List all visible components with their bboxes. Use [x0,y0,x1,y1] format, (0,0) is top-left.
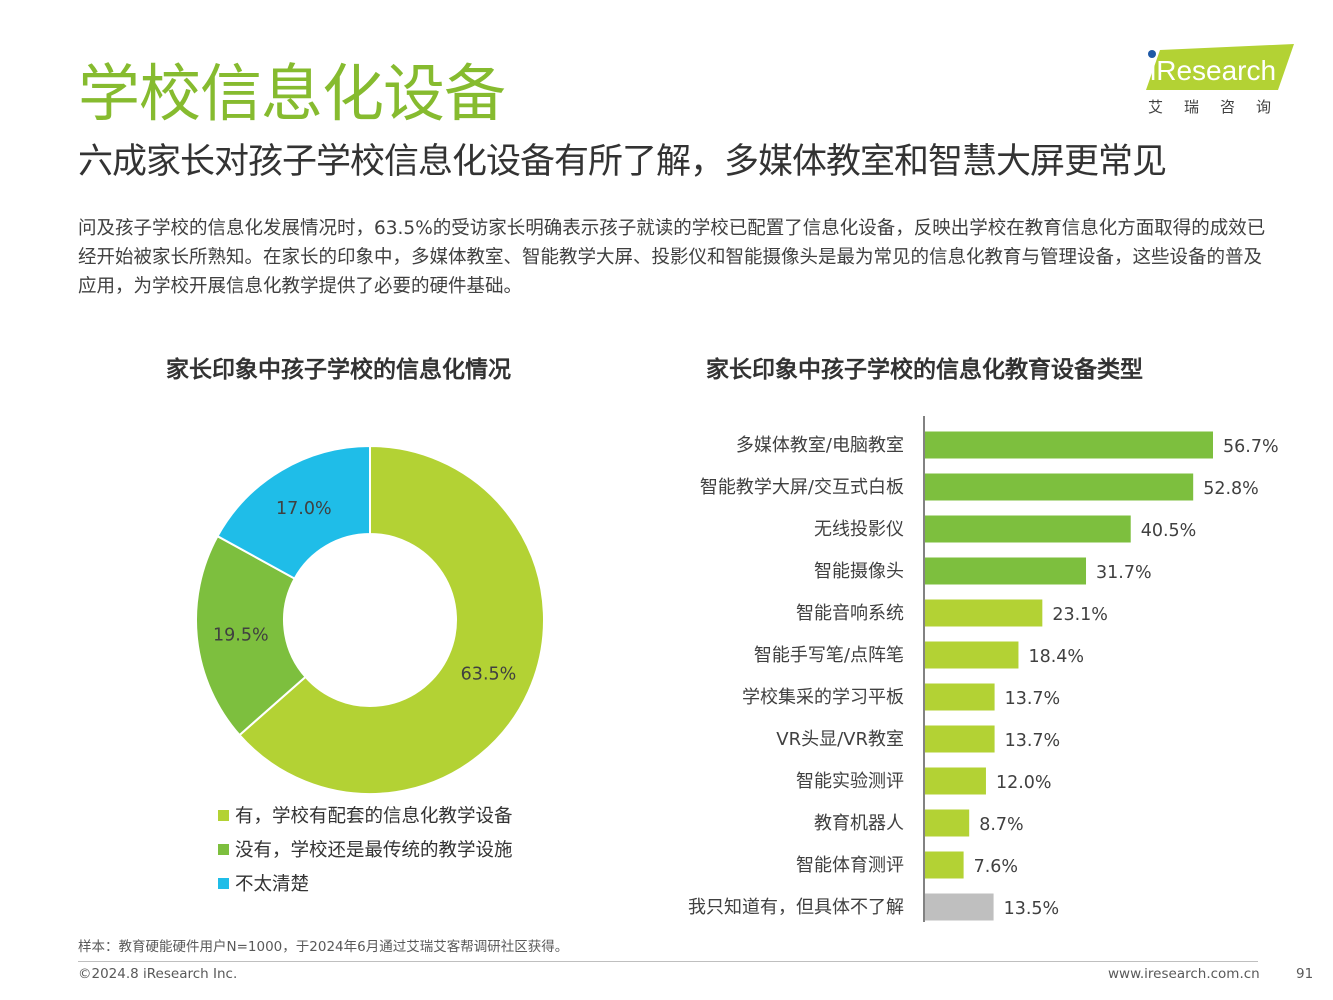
bar-value-label: 13.7% [1005,731,1061,751]
intro-paragraph: 问及孩子学校的信息化发展情况时，63.5%的受访家长明确表示孩子就读的学校已配置… [78,218,1266,297]
donut-slice-label: 17.0% [276,499,332,519]
bar-value-label: 18.4% [1028,647,1084,667]
donut-slice-label: 19.5% [213,625,269,645]
donut-chart-title: 家长印象中孩子学校的信息化情况 [166,357,511,383]
bar [925,473,1194,501]
bar-chart: 多媒体教室/电脑教室 56.7% 智能教学大屏/交互式白板 52.8% 无线投影仪 40.… [688,416,1279,922]
iresearch-logo: iResearch [1146,44,1294,90]
donut-chart: 63.5% 19.5% 17.0% [195,444,545,795]
donut-slice [238,444,545,795]
bar-category-label: 智能体育测评 [796,855,904,876]
bar [925,431,1213,459]
sample-footnote: 样本：教育硬能硬件用户N=1000，于2024年6月通过艾瑞艾客帮调研社区获得。 [78,939,569,955]
donut-legend: 有，学校有配套的信息化教学设备 没有，学校还是最传统的教学设施 不太清楚 [218,798,513,900]
footer-divider [78,961,1258,962]
donut-slice [216,444,371,580]
bar [925,851,964,879]
page-title: 学校信息化设备 [78,57,506,130]
bar-value-label: 52.8% [1203,479,1259,499]
website-link[interactable]: www.iresearch.com.cn [1108,966,1260,982]
bar-category-label: VR头显/VR教室 [776,729,904,750]
logo-dot [1148,50,1156,58]
bar-value-label: 31.7% [1096,563,1152,583]
bar-category-label: 多媒体教室/电脑教室 [736,435,904,456]
legend-item-unsure: 不太清楚 [218,866,513,900]
bar-category-label: 智能手写笔/点阵笔 [754,645,904,666]
bar-value-label: 8.7% [979,815,1023,835]
bar [925,809,970,837]
bar-value-label: 40.5% [1141,521,1197,541]
bar-value-label: 13.5% [1004,899,1060,919]
bar-category-label: 无线投影仪 [814,519,904,540]
bar-category-label: 智能摄像头 [814,561,904,582]
legend-label: 有，学校有配套的信息化教学设备 [235,806,513,827]
legend-swatch-no [218,843,229,855]
legend-label: 不太清楚 [235,874,310,895]
bar [925,767,986,795]
bar-category-label: 我只知道有，但具体不了解 [688,897,904,918]
bar [925,515,1131,543]
page-number: 91 [1296,966,1314,982]
legend-item-no: 没有，学校还是最传统的教学设施 [218,832,513,866]
logo-banner [1146,44,1294,90]
legend-swatch-unsure [218,877,229,889]
bar-value-label: 13.7% [1005,689,1061,709]
legend-item-yes: 有，学校有配套的信息化教学设备 [218,798,513,832]
bar-category-label: 教育机器人 [814,813,904,834]
bar [925,599,1043,627]
bar-category-label: 智能实验测评 [796,771,904,792]
bar-category-label: 学校集采的学习平板 [742,687,904,708]
logo-subtext: 艾瑞咨询 [1148,98,1293,116]
copyright-text: ©2024.8 iResearch Inc. [78,966,238,982]
bar-value-label: 56.7% [1223,437,1279,457]
bar-value-label: 12.0% [996,773,1052,793]
bar-category-label: 智能教学大屏/交互式白板 [700,477,904,498]
bar [925,557,1087,585]
bar [925,725,995,753]
bar [925,641,1019,669]
bar-value-label: 7.6% [974,857,1018,877]
bar-value-label: 23.1% [1052,605,1108,625]
donut-slice-label: 63.5% [461,664,517,684]
donut-slice [195,534,307,737]
legend-label: 没有，学校还是最传统的教学设施 [235,840,513,861]
logo-text: iResearch [1150,55,1276,86]
bar-chart-title: 家长印象中孩子学校的信息化教育设备类型 [706,357,1143,383]
bar-category-label: 智能音响系统 [796,603,904,624]
bar [925,893,994,921]
legend-swatch-yes [218,809,229,821]
bar [925,683,995,711]
page-subtitle: 六成家长对孩子学校信息化设备有所了解，多媒体教室和智慧大屏更常见 [78,142,1167,182]
